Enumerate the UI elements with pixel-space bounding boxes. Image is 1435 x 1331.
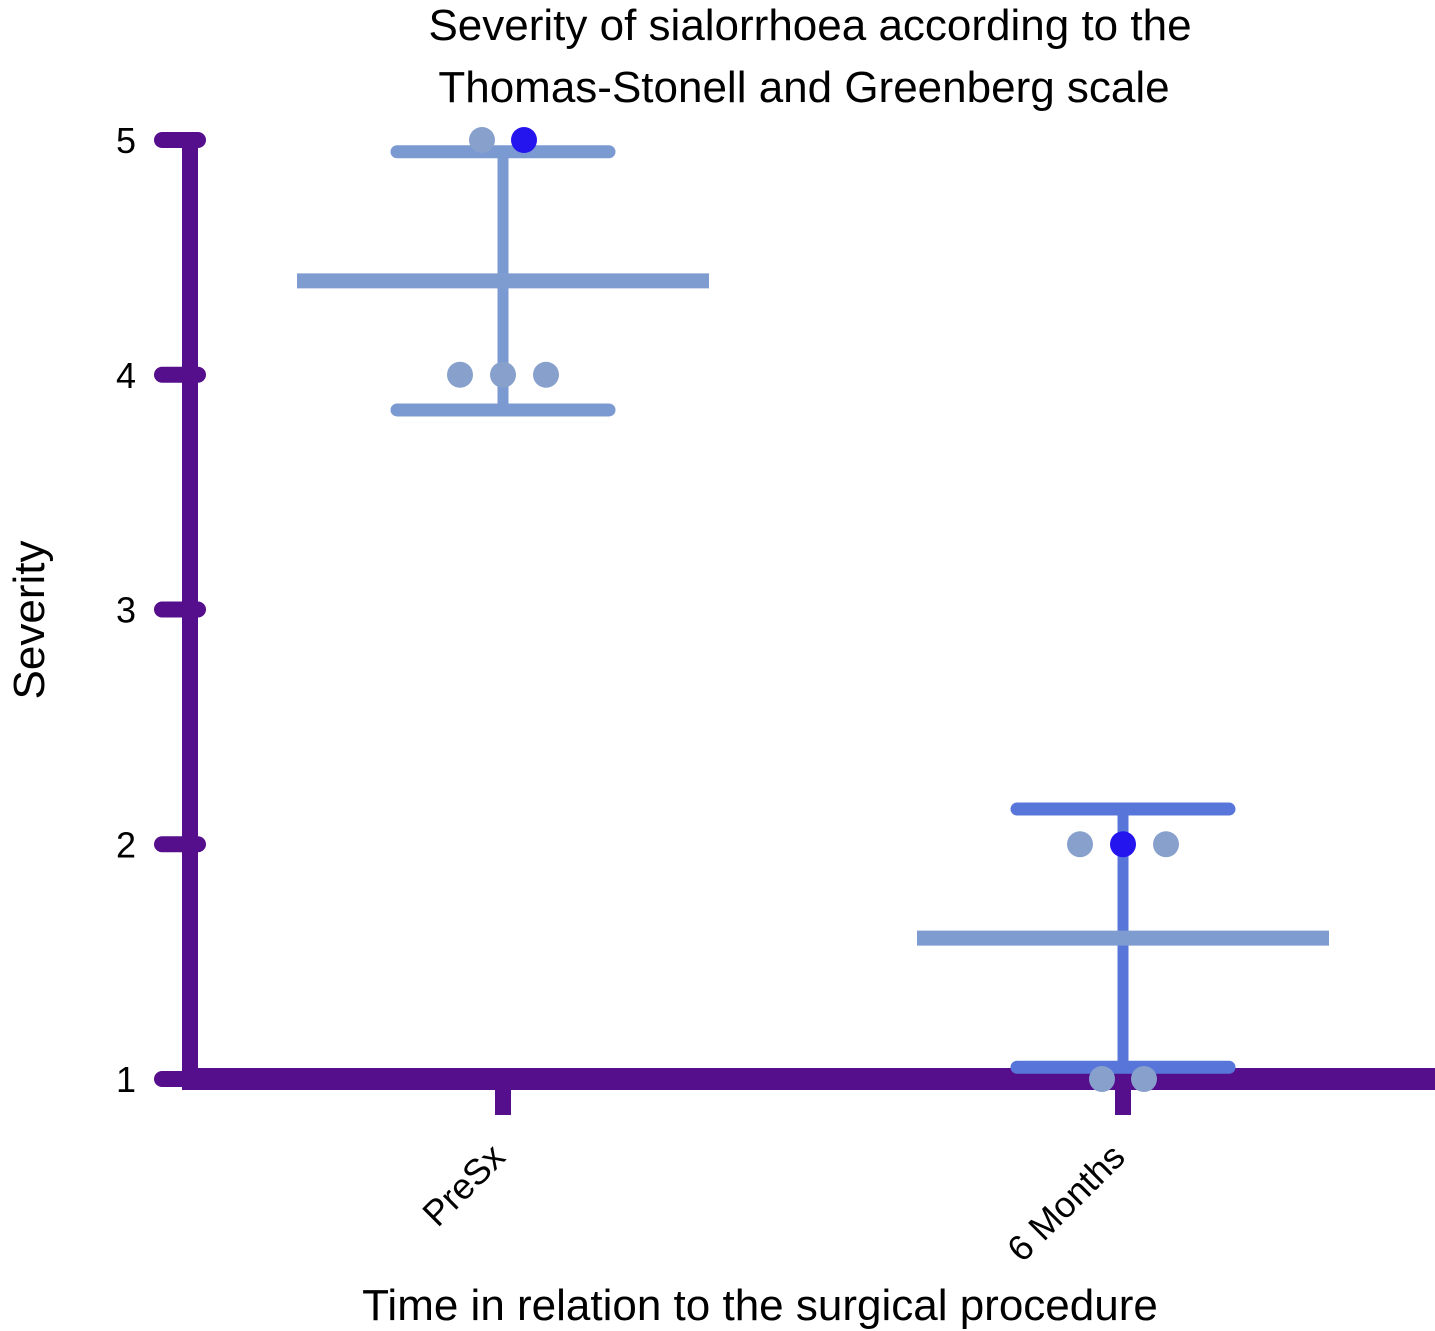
group-1 — [917, 802, 1329, 1092]
data-point-0-4-1 — [490, 361, 516, 388]
data-point-0-4-0 — [447, 361, 473, 388]
highlighted-point-1 — [1110, 831, 1136, 858]
x-tick-label-0: PreSx — [414, 1136, 512, 1234]
data-point-0-4-2 — [533, 361, 559, 388]
y-axis-title: Severity — [5, 541, 54, 700]
data-point-1-2-2 — [1153, 831, 1179, 858]
x-axis-title: Time in relation to the surgical procedu… — [362, 1281, 1158, 1330]
y-axis: 1 2 3 4 5 — [116, 120, 206, 1100]
x-axis: PreSx 6 Months — [182, 1068, 1435, 1270]
data-point-0-5-0 — [469, 127, 495, 153]
data-point-1-2-0 — [1067, 831, 1093, 858]
chart-title-line-2: Thomas-Stonell and Greenberg scale — [438, 63, 1169, 112]
plot-marks — [297, 127, 1329, 1092]
y-tick-label-3: 3 — [116, 590, 136, 631]
chart-title: Severity of sialorrhoea according to the… — [428, 1, 1191, 112]
chart-title-line-1: Severity of sialorrhoea according to the — [428, 1, 1191, 50]
data-point-1-1-0 — [1089, 1066, 1115, 1092]
highlighted-point-0 — [511, 127, 537, 153]
x-tick-label-1: 6 Months — [999, 1136, 1133, 1270]
y-tick-label-4: 4 — [116, 355, 136, 396]
y-tick-label-5: 5 — [116, 120, 136, 161]
y-tick-label-2: 2 — [116, 824, 136, 865]
group-0 — [297, 127, 709, 417]
y-tick-label-1: 1 — [116, 1059, 136, 1100]
data-point-1-1-1 — [1131, 1066, 1157, 1092]
